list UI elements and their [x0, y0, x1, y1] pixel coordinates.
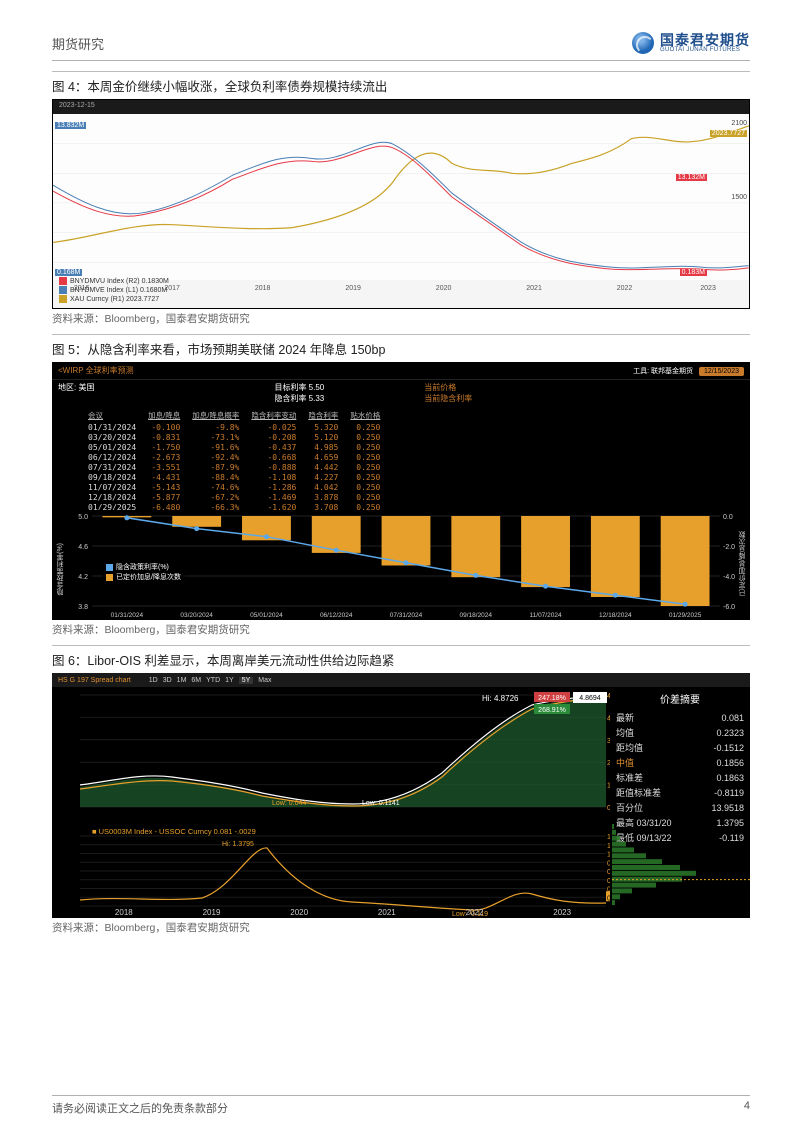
svg-text:1.00: 1.00 — [607, 852, 610, 859]
svg-text:1.40: 1.40 — [607, 834, 610, 841]
c4-l-tick: 13.832M — [55, 122, 86, 129]
svg-text:2022: 2022 — [466, 908, 484, 917]
svg-text:01/29/2025: 01/29/2025 — [669, 612, 702, 619]
svg-text:268.91%: 268.91% — [538, 707, 566, 714]
svg-text:2021: 2021 — [378, 908, 396, 917]
svg-text:2018: 2018 — [115, 908, 133, 917]
svg-text:4.8694: 4.8694 — [579, 695, 601, 702]
svg-text:2.00: 2.00 — [607, 760, 610, 767]
svg-text:2019: 2019 — [203, 908, 221, 917]
c4-r2-tick: 13.132M — [676, 174, 707, 181]
svg-text:1.20: 1.20 — [607, 843, 610, 850]
figure5-chart: <WIRP 全球利率预测 工具: 联邦基金期货 12/15/2023 地区: 美… — [52, 362, 750, 620]
svg-text:1.00: 1.00 — [607, 783, 610, 790]
svg-text:09/18/2024: 09/18/2024 — [460, 612, 493, 619]
figure4-chart: 2023-12-15 13.832M 0.168M 2100 2023.7727… — [52, 99, 750, 309]
svg-text:5.0: 5.0 — [78, 514, 88, 521]
svg-text:2020: 2020 — [290, 908, 308, 917]
logo-en: GUOTAI JUNAN FUTURES — [660, 47, 750, 53]
svg-text:Hi: 4.8726: Hi: 4.8726 — [482, 694, 519, 703]
c4-r2-tick: 0.183M — [680, 269, 707, 276]
svg-text:■ US0003M Index - USSOC Curncy: ■ US0003M Index - USSOC Curncy 0.081 -.0… — [92, 827, 256, 836]
svg-text:-0.119: -0.119 — [607, 904, 610, 911]
svg-text:0.40: 0.40 — [607, 878, 610, 885]
c5-date-badge: 12/15/2023 — [699, 367, 744, 376]
svg-text:05/01/2024: 05/01/2024 — [250, 612, 283, 619]
logo-cn: 国泰君安期货 — [660, 33, 750, 47]
figure4-title: 图 4：本周金价继续小幅收涨，全球负利率债券规模持续流出 — [52, 71, 750, 95]
c4-l-tick: 0.168M — [55, 269, 82, 276]
svg-text:4.8694: 4.8694 — [607, 693, 610, 700]
svg-text:0.00: 0.00 — [607, 805, 610, 812]
svg-text:2023: 2023 — [553, 908, 571, 917]
svg-text:247.18%: 247.18% — [538, 695, 566, 702]
svg-text:0.0: 0.0 — [723, 514, 733, 521]
figure6-chart: HS G 197 Spread chart 1D3D1M6MYTD1Y5YMax… — [52, 673, 750, 918]
svg-text:-6.0: -6.0 — [723, 604, 735, 611]
footer-page: 4 — [744, 1100, 750, 1116]
c4-r1-tick: 2023.7727 — [710, 130, 747, 137]
page-header: 期货研究 国泰君安期货 GUOTAI JUNAN FUTURES — [52, 32, 750, 61]
svg-text:-4.0: -4.0 — [723, 574, 735, 581]
svg-text:03/20/2024: 03/20/2024 — [180, 612, 213, 619]
figure5-title: 图 5：从隐含利率来看，市场预期美联储 2024 年降息 150bp — [52, 334, 750, 358]
header-category: 期货研究 — [52, 34, 104, 53]
svg-text:3.00: 3.00 — [607, 738, 610, 745]
svg-text:0.081: 0.081 — [607, 895, 610, 902]
svg-text:12/18/2024: 12/18/2024 — [599, 612, 632, 619]
svg-text:4.6: 4.6 — [78, 544, 88, 551]
c5-bar-legend: 隐含政策利率(%) 已定价加息/降息次数 — [102, 560, 185, 584]
figure6-source: 资料来源：Bloomberg，国泰君安期货研究 — [52, 920, 750, 935]
c4-r1-tick: 1500 — [731, 194, 747, 201]
svg-text:11/07/2024: 11/07/2024 — [530, 612, 562, 619]
svg-text:01/31/2024: 01/31/2024 — [111, 612, 144, 619]
chart4-topbar: 2023-12-15 — [53, 100, 749, 114]
svg-text:Low: 0.044: Low: 0.044 — [272, 800, 306, 807]
c4-r1-tick: 2100 — [731, 120, 747, 127]
figure6-title: 图 6：Libor-OIS 利差显示，本周离岸美元流动性供给边际趋紧 — [52, 645, 750, 669]
chart4-legend: BNYDMVU Index (R2) 0.1830M BNYDMVE Index… — [59, 277, 169, 304]
figure5-source: 资料来源：Bloomberg，国泰君安期货研究 — [52, 622, 750, 637]
svg-text:Low: 0.1141: Low: 0.1141 — [362, 800, 400, 807]
company-logo: 国泰君安期货 GUOTAI JUNAN FUTURES — [632, 32, 750, 54]
svg-text:3.8: 3.8 — [78, 604, 88, 611]
c5-rate-table: 会议加息/降息加息/降息概率隐含利率变动隐含利率贴水价格 01/31/2024-… — [52, 406, 750, 515]
svg-text:06/12/2024: 06/12/2024 — [320, 612, 353, 619]
c6-toolbar: HS G 197 Spread chart 1D3D1M6MYTD1Y5YMax — [52, 673, 750, 687]
svg-text:-2.0: -2.0 — [723, 544, 735, 551]
c6-plot: Hi: 4.8726 247.18% 268.91% 4.8694 Low: 0.044… — [52, 687, 610, 918]
svg-text:4.00: 4.00 — [607, 715, 610, 722]
logo-icon — [632, 32, 654, 54]
footer-disclaimer: 请务必阅读正文之后的免责条款部分 — [52, 1100, 228, 1116]
page-footer: 请务必阅读正文之后的免责条款部分 4 — [52, 1095, 750, 1116]
figure4-source: 资料来源：Bloomberg，国泰君安期货研究 — [52, 311, 750, 326]
c5-toolbar: 工具: 联邦基金期货 12/15/2023 — [633, 366, 744, 376]
svg-text:Hi: 1.3795: Hi: 1.3795 — [222, 841, 254, 848]
c5-barchart: 5.0 4.6 4.2 3.8 0.0 -2.0 -4.0 -6.0 01/31/2024 03/… — [52, 510, 750, 620]
svg-text:07/31/2024: 07/31/2024 — [390, 612, 423, 619]
svg-text:4.2: 4.2 — [78, 574, 88, 581]
svg-text:0.60: 0.60 — [607, 869, 610, 876]
svg-text:0.80: 0.80 — [607, 860, 610, 867]
